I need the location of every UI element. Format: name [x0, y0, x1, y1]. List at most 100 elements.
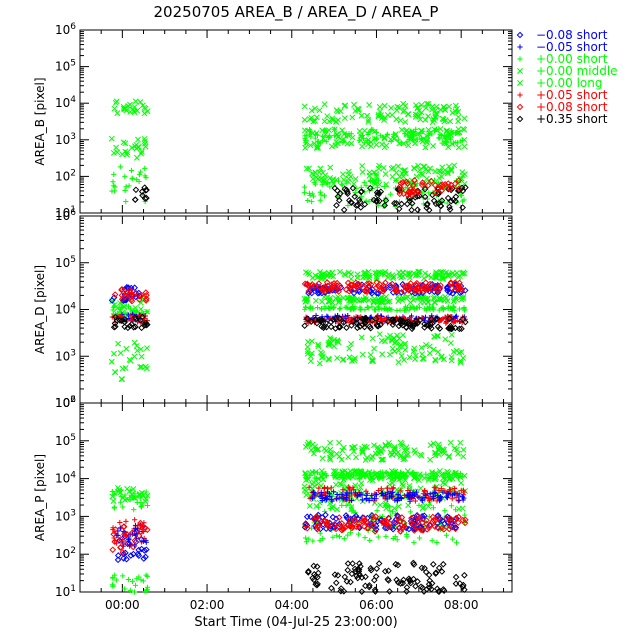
- data-point: [451, 319, 457, 326]
- data-point: [348, 275, 355, 282]
- data-point: [431, 523, 439, 530]
- data-point: [451, 445, 458, 452]
- data-point: [355, 493, 361, 499]
- data-point: [134, 499, 140, 506]
- data-point: [440, 316, 446, 322]
- data-point: [396, 518, 404, 525]
- data-point: [413, 489, 420, 495]
- data-point: [132, 582, 139, 588]
- data-point: [384, 485, 390, 491]
- data-point: [316, 516, 324, 524]
- data-point: [307, 305, 313, 311]
- data-point: [412, 287, 420, 295]
- data-point: [448, 503, 455, 509]
- data-point: [371, 179, 378, 185]
- data-point: [304, 344, 311, 350]
- data-point: [381, 114, 388, 121]
- data-point: [386, 282, 394, 289]
- data-point: [125, 290, 133, 298]
- data-point: [316, 107, 323, 114]
- data-point: [320, 270, 327, 277]
- data-point: [309, 441, 316, 448]
- data-point: [389, 173, 396, 180]
- data-point: [391, 444, 398, 450]
- data-point: [392, 560, 400, 568]
- data-point: [383, 533, 389, 539]
- data-point: [439, 517, 446, 525]
- data-point: [398, 126, 405, 133]
- legend-entry: +0.00 middle: [536, 64, 618, 78]
- data-point: [358, 588, 366, 595]
- data-point: [317, 189, 323, 195]
- data-point: [443, 494, 449, 500]
- data-point: [384, 132, 390, 138]
- data-point: [131, 507, 137, 513]
- data-point: [339, 127, 346, 134]
- data-point: [301, 116, 308, 123]
- data-point: [123, 531, 131, 538]
- data-point: [396, 183, 404, 191]
- data-point: [353, 315, 361, 323]
- data-point: [138, 148, 145, 155]
- data-point: [421, 299, 428, 306]
- data-point: [132, 323, 139, 331]
- data-point: [124, 149, 131, 156]
- data-point: [373, 171, 380, 177]
- data-point: [327, 323, 335, 331]
- data-point: [312, 117, 319, 124]
- data-point: [447, 439, 454, 446]
- data-point: [359, 143, 366, 150]
- data-point: [143, 587, 150, 593]
- data-point: [362, 140, 368, 146]
- data-point: [449, 109, 456, 116]
- data-point: [414, 523, 421, 530]
- data-point: [461, 171, 468, 178]
- data-point: [366, 323, 374, 330]
- data-point: [366, 169, 373, 176]
- data-point: [437, 202, 444, 210]
- data-point: [370, 522, 377, 530]
- data-point: [120, 573, 126, 579]
- data-point: [340, 176, 347, 183]
- data-point: [419, 584, 426, 592]
- data-point: [129, 176, 135, 182]
- data-point: [319, 127, 326, 134]
- data-point: [336, 495, 342, 501]
- y-tick-label: 104: [55, 95, 76, 110]
- data-point: [319, 497, 325, 504]
- data-point: [319, 298, 325, 305]
- data-point: [348, 140, 355, 147]
- data-point: [361, 319, 369, 327]
- data-point: [301, 184, 308, 190]
- data-point: [391, 348, 398, 355]
- data-point: [407, 189, 414, 196]
- data-point: [385, 515, 393, 522]
- data-point: [373, 275, 380, 282]
- data-point: [391, 199, 398, 207]
- data-point: [393, 474, 400, 480]
- data-point: [303, 137, 309, 143]
- data-point: [322, 511, 329, 519]
- data-point: [376, 331, 383, 338]
- data-point: [379, 141, 386, 148]
- data-point: [110, 584, 116, 590]
- data-point: [421, 163, 428, 170]
- data-point: [455, 450, 462, 457]
- data-point: [340, 171, 346, 178]
- data-point: [301, 103, 308, 110]
- data-point: [317, 316, 325, 324]
- data-point: [338, 456, 345, 463]
- data-point: [423, 307, 429, 313]
- data-point: [426, 131, 432, 137]
- data-point: [351, 357, 358, 364]
- data-point: [382, 441, 389, 448]
- data-point: [440, 526, 448, 533]
- data-point: [446, 315, 453, 322]
- data-point: [355, 107, 362, 114]
- data-point: [302, 304, 309, 310]
- data-point: [330, 176, 337, 183]
- data-point: [340, 444, 347, 451]
- data-point: [346, 500, 352, 507]
- data-point: [423, 100, 430, 107]
- y-tick-label: 104: [55, 302, 76, 317]
